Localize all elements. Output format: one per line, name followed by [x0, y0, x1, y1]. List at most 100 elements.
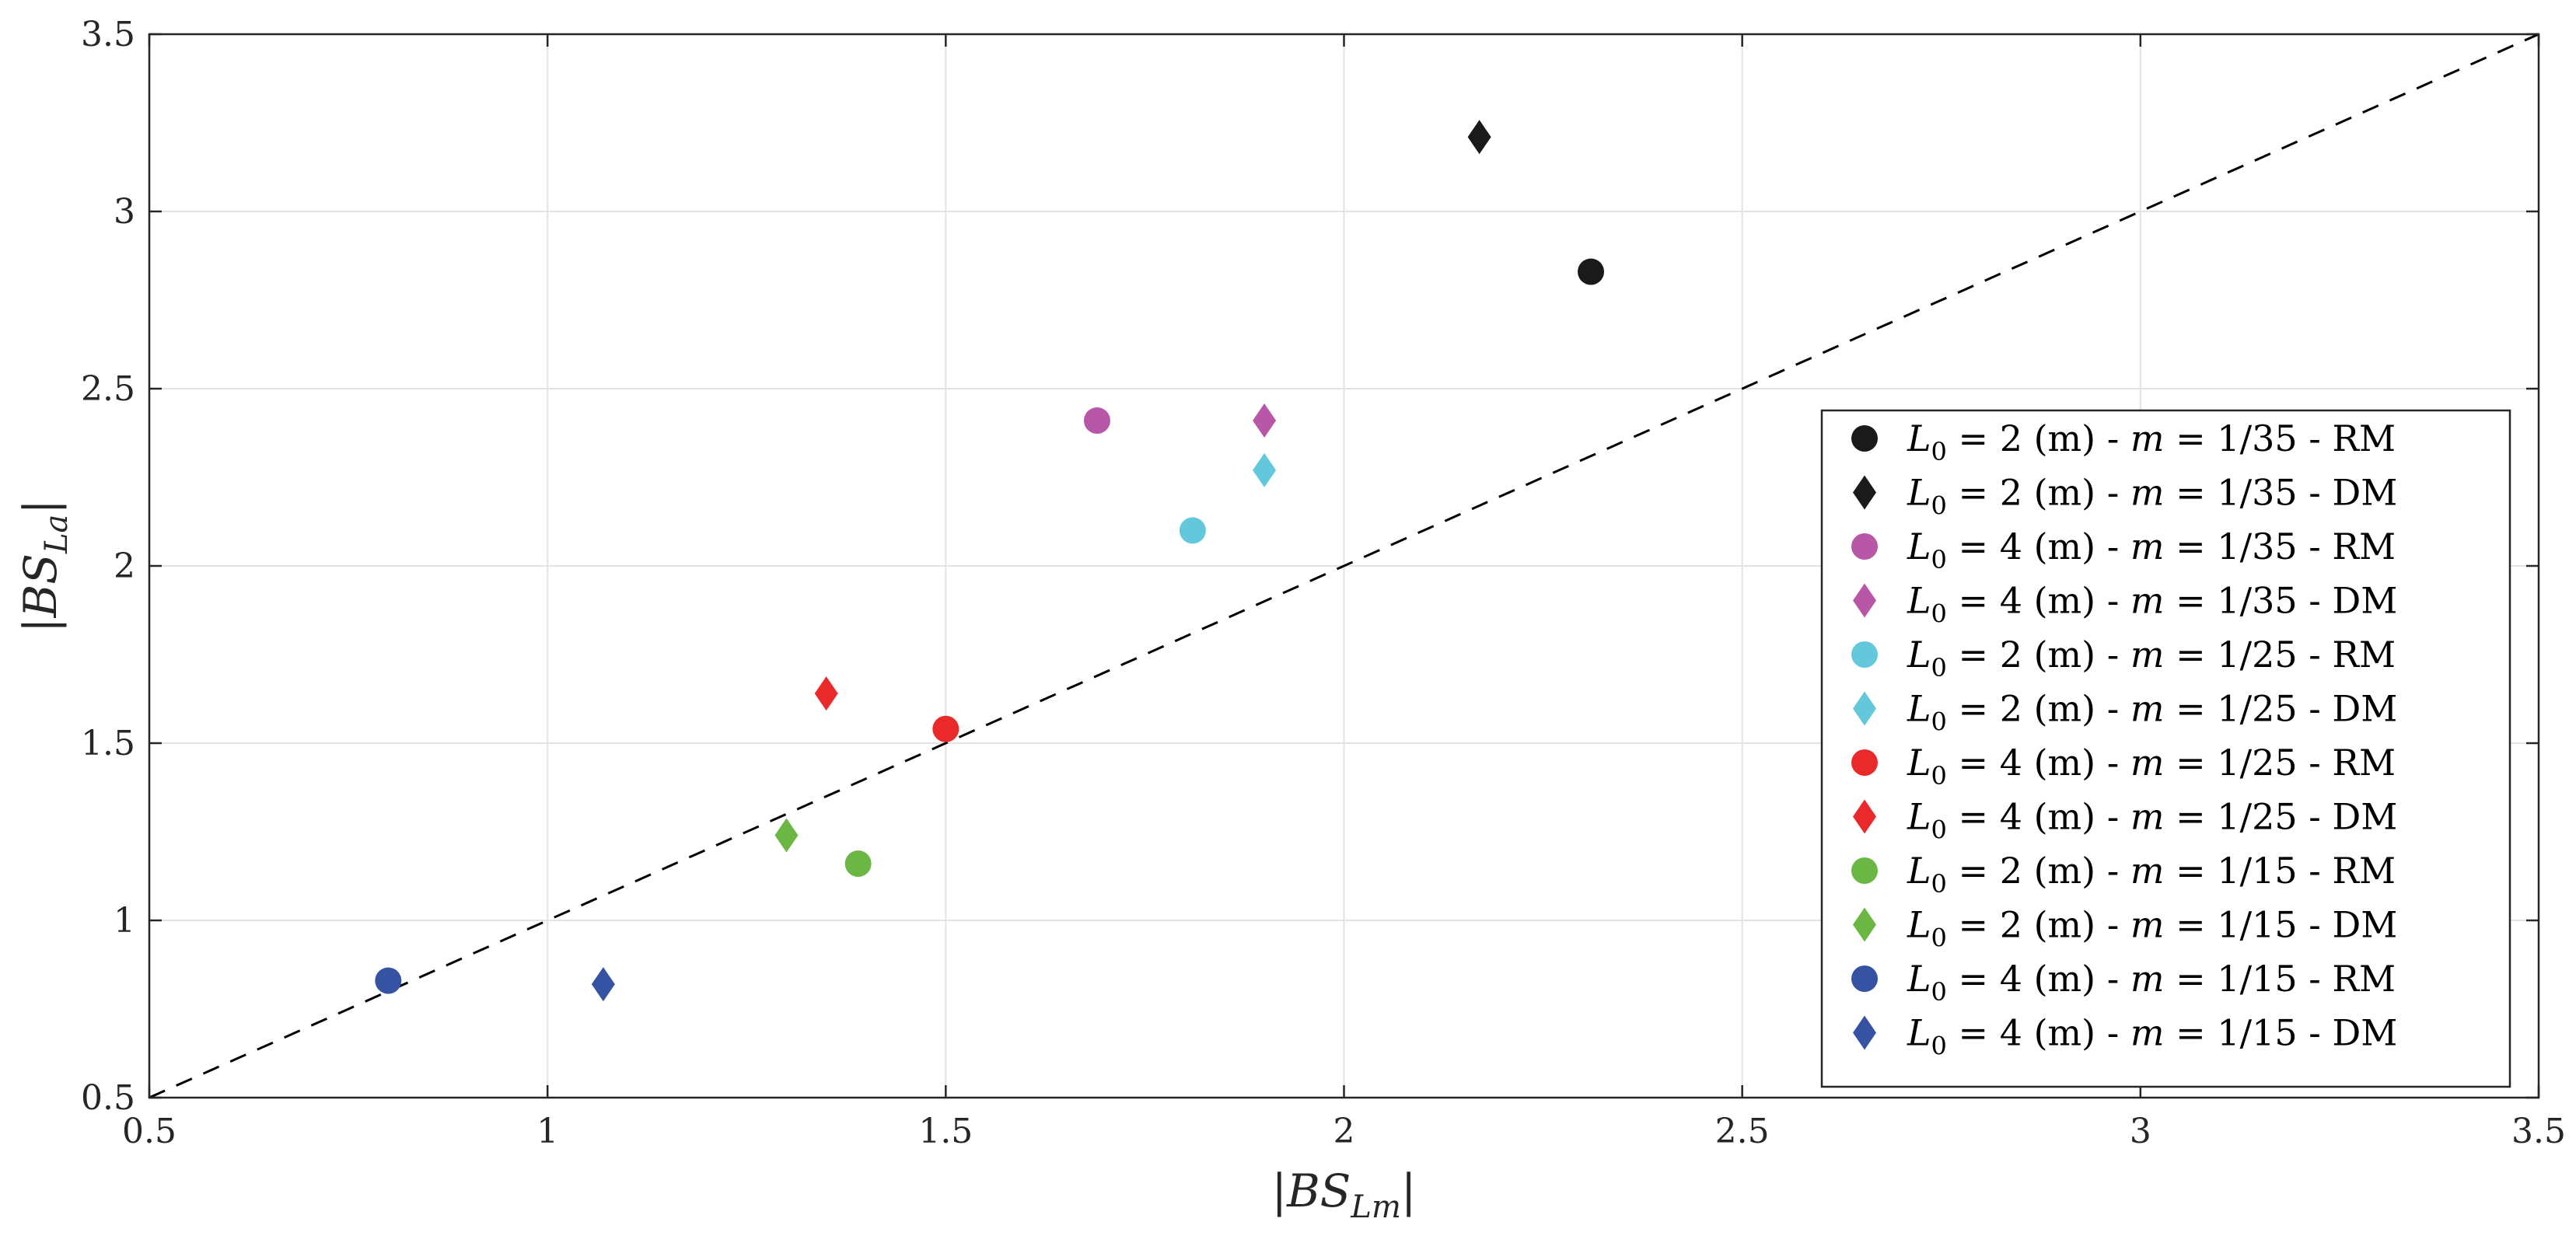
legend-entry-label: L0 = 2 (m) - m = 1/35 - RM — [1907, 417, 2396, 466]
data-point-dm-10 — [774, 818, 799, 853]
data-point-rm-1 — [1578, 258, 1605, 285]
data-point-rm-9 — [844, 850, 872, 878]
legend-entry-part: L — [1907, 580, 1931, 622]
legend-entry-part: L — [1907, 904, 1931, 946]
legend-entry-part: = 4 (m) - — [1947, 796, 2130, 838]
legend-marker-4 — [1853, 583, 1876, 618]
data-point-dm-6 — [1253, 452, 1277, 487]
data-point-dm-8 — [814, 676, 838, 711]
legend-entry-part: m — [2130, 417, 2165, 459]
x-axis-ticks: 0.5 1 1.5 2 2.5 3 3.5 — [122, 34, 2566, 1151]
legend-entry-part: m — [2130, 796, 2165, 838]
legend-entry-label: L0 = 4 (m) - m = 1/25 - DM — [1907, 796, 2397, 845]
y-axis-label-bar-left: | — [14, 617, 67, 633]
legend-entry-part: = 1/15 - RM — [2165, 850, 2396, 892]
legend-entry-label: L0 = 2 (m) - m = 1/35 - DM — [1907, 472, 2397, 521]
legend-entry-part: m — [2130, 958, 2165, 1000]
legend-entry-part: = 2 (m) - — [1947, 904, 2130, 946]
legend-entry-part: = 4 (m) - — [1947, 580, 2130, 622]
legend-entry-part: = 1/15 - DM — [2165, 904, 2398, 946]
legend-entry-part: = 1/25 - RM — [2165, 634, 2396, 676]
legend-entry-part: m — [2130, 904, 2165, 946]
legend-entry-part: = 1/35 - DM — [2165, 580, 2398, 622]
legend-marker-5 — [1851, 641, 1878, 668]
y-tick-label: 3.5 — [81, 15, 135, 54]
data-point-dm-2 — [1467, 120, 1491, 155]
legend-marker-2 — [1853, 475, 1876, 510]
legend-entry-part: = 2 (m) - — [1947, 417, 2130, 459]
legend-entry-part: L — [1907, 1012, 1931, 1054]
legend-entry-part: m — [2130, 472, 2165, 514]
legend-box — [1820, 409, 2511, 1088]
legend-entry-part: = 1/25 - DM — [2165, 796, 2398, 838]
legend-entry-part: 0 — [1931, 869, 1947, 899]
legend-entry-part: m — [2130, 742, 2165, 784]
data-point-rm-5 — [1179, 517, 1206, 544]
legend-entry-part: = 4 (m) - — [1947, 742, 2130, 784]
legend-entry-part: 0 — [1931, 707, 1947, 737]
legend-entry-part: L — [1907, 472, 1931, 514]
data-point-rm-11 — [375, 967, 402, 994]
legend-marker-12 — [1853, 1015, 1876, 1050]
legend-entry-part: 0 — [1931, 924, 1947, 953]
y-axis-label-main: BS — [14, 553, 67, 618]
legend-entry-part: = 1/35 - RM — [2165, 417, 2396, 459]
legend-entry-part: = 1/25 - RM — [2165, 742, 2396, 784]
legend-entry-part: = 2 (m) - — [1947, 634, 2130, 676]
legend-entry-part: L — [1907, 634, 1931, 676]
legend-entry-part: L — [1907, 850, 1931, 892]
y-tick-label: 1 — [114, 901, 135, 941]
legend-entry-part: 0 — [1931, 653, 1947, 683]
legend-entry-part: = 1/35 - RM — [2165, 525, 2396, 567]
y-axis-label-bar-right: | — [14, 499, 67, 515]
y-tick-label: 1.5 — [81, 724, 135, 763]
legend-entry-part: = 2 (m) - — [1947, 850, 2130, 892]
x-tick-label: 0.5 — [122, 1112, 177, 1151]
data-point-dm-12 — [591, 967, 615, 1002]
legend-entry-label: L0 = 2 (m) - m = 1/15 - RM — [1907, 850, 2396, 899]
x-tick-label: 2.5 — [1715, 1112, 1770, 1151]
reference-line-y-equals-x — [149, 33, 2539, 1099]
legend-marker-9 — [1851, 857, 1878, 884]
x-axis-label-bar-left: | — [1272, 1164, 1288, 1217]
legend-entry-part: L — [1907, 525, 1931, 567]
legend-marker-7 — [1851, 749, 1878, 776]
x-axis-label-main: BS — [1286, 1164, 1351, 1217]
x-axis-label-bar-right: | — [1401, 1164, 1417, 1217]
legend-entry-part: L — [1907, 796, 1931, 838]
data-point-rm-7 — [932, 715, 959, 742]
legend-entry-label: L0 = 4 (m) - m = 1/35 - RM — [1907, 525, 2396, 574]
legend-entry-label: L0 = 2 (m) - m = 1/25 - DM — [1907, 688, 2397, 737]
legend-entry-part: = 2 (m) - — [1947, 472, 2130, 514]
legend-entry-part: = 2 (m) - — [1947, 688, 2130, 730]
legend-entry-part: m — [2130, 580, 2165, 622]
legend-entry-part: L — [1907, 688, 1931, 730]
legend-marker-8 — [1853, 799, 1876, 834]
legend-entry-part: L — [1907, 742, 1931, 784]
data-point-dm-4 — [1253, 403, 1277, 438]
legend-entry-label: L0 = 4 (m) - m = 1/35 - DM — [1907, 580, 2397, 629]
legend-entry-part: 0 — [1931, 977, 1947, 1007]
legend-entry-part: 0 — [1931, 761, 1947, 791]
legend-marker-10 — [1853, 907, 1876, 942]
legend-entry-part: m — [2130, 1012, 2165, 1054]
legend-entry-part: 0 — [1931, 1032, 1947, 1061]
legend-entry-label: L0 = 4 (m) - m = 1/15 - RM — [1907, 958, 2396, 1007]
y-tick-label: 2 — [114, 546, 135, 586]
legend-entry-part: m — [2130, 688, 2165, 730]
x-axis-label: |BSLm| — [1272, 1164, 1417, 1225]
x-tick-label: 1 — [537, 1112, 558, 1151]
legend-entry-part: = 1/15 - RM — [2165, 958, 2396, 1000]
legend-entry-part: = 4 (m) - — [1947, 1012, 2130, 1054]
legend-entry-part: 0 — [1931, 491, 1947, 521]
x-tick-label: 3 — [2130, 1112, 2151, 1151]
x-tick-label: 3.5 — [2511, 1112, 2566, 1151]
legend-entry-label: L0 = 2 (m) - m = 1/25 - RM — [1907, 634, 2396, 683]
legend-entry-part: = 1/15 - DM — [2165, 1012, 2398, 1054]
legend-entry-part: = 4 (m) - — [1947, 525, 2130, 567]
y-axis-ticks: 0.5 1 1.5 2 2.5 3 3.5 — [81, 15, 2539, 1118]
legend-entry-part: 0 — [1931, 815, 1947, 845]
legend-marker-11 — [1851, 965, 1878, 992]
legend-entry-part: m — [2130, 525, 2165, 567]
